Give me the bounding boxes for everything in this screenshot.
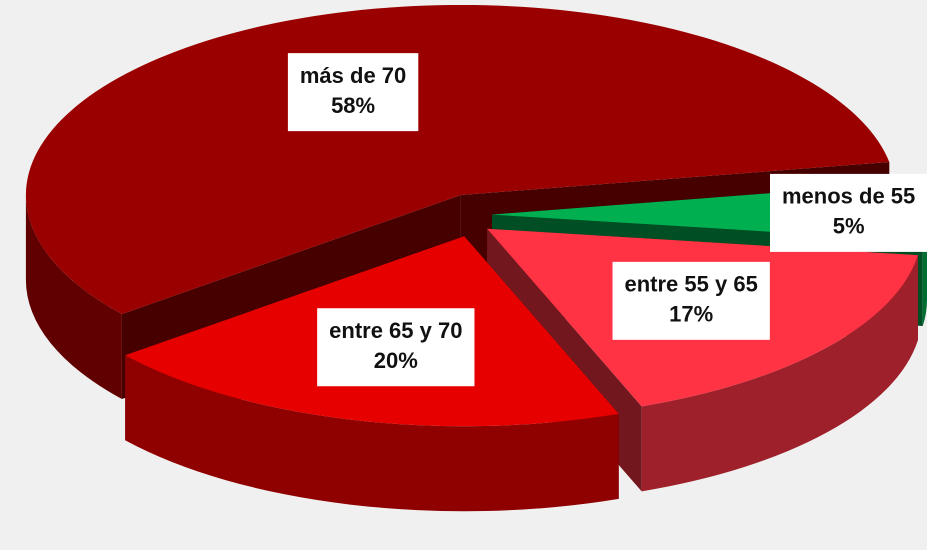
label-box [612, 261, 770, 340]
label-category: entre 55 y 65 [625, 272, 758, 297]
slice-side [641, 255, 918, 492]
label-value: 17% [669, 302, 713, 327]
label-value: 58% [331, 93, 375, 118]
label-box [287, 53, 419, 132]
label-value: 20% [374, 348, 418, 373]
slice-side [125, 355, 619, 512]
label-category: menos de 55 [782, 184, 915, 209]
label-category: más de 70 [300, 63, 406, 88]
label-value: 5% [833, 214, 865, 239]
label-box [317, 308, 475, 387]
slice-side [25, 194, 122, 400]
pie-slice [25, 4, 890, 315]
label-box [770, 173, 927, 252]
label-category: entre 65 y 70 [329, 318, 462, 343]
